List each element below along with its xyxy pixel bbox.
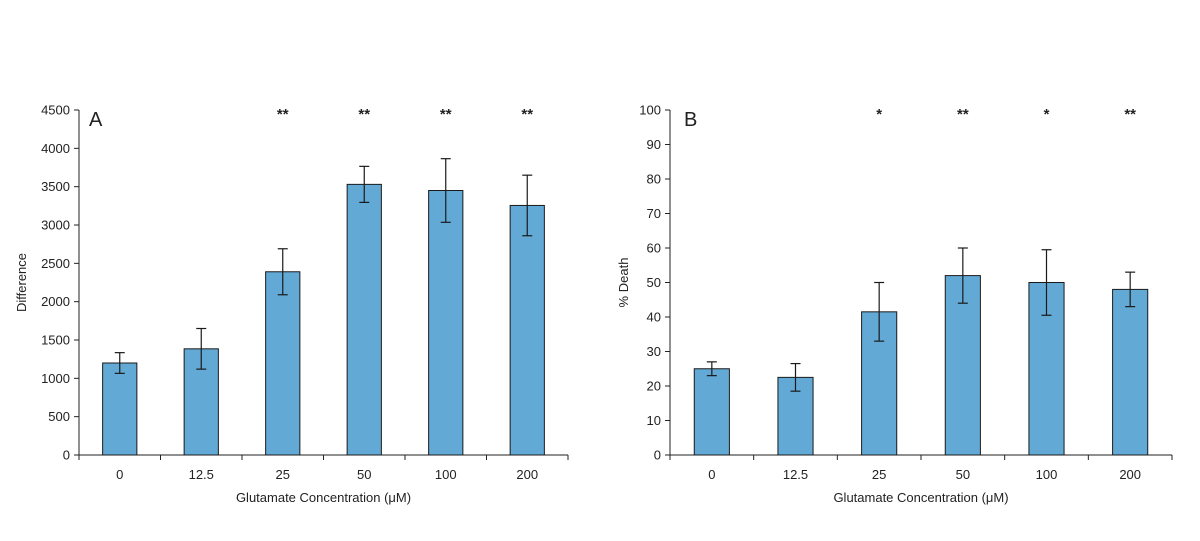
panel-b-significance-marker: * (1044, 106, 1050, 123)
panel-a-y-tick-label: 0 (63, 448, 70, 463)
panel-a-y-tick-label: 3000 (41, 218, 70, 233)
panel-a-y-tick-label: 500 (48, 409, 70, 424)
panel-a-x-tick-label: 200 (516, 467, 538, 482)
panel-b-significance-marker: * (876, 106, 882, 123)
panel-a-y-axis-title: Difference (14, 253, 29, 312)
panel-b-significance-marker: ** (1124, 106, 1136, 123)
panel-b-y-tick-label: 10 (647, 413, 661, 428)
panel-b-x-tick-label: 100 (1036, 467, 1058, 482)
panel-b-y-tick-label: 80 (647, 172, 661, 187)
panel-b-y-tick-label: 20 (647, 379, 661, 394)
panel-a-bar (509, 204, 545, 456)
panel-a-y-tick-label: 4500 (41, 103, 70, 118)
panel-a-label: A (89, 109, 103, 131)
panel-a-significance-marker: ** (521, 106, 533, 123)
panel-b-x-tick-label: 0 (708, 467, 715, 482)
panel-b-y-tick-label: 50 (647, 275, 661, 290)
panel-b-y-tick-label: 70 (647, 206, 661, 221)
panel-b-y-tick-label: 100 (639, 103, 661, 118)
panel-b-y-tick-label: 0 (654, 448, 661, 463)
panel-a-x-tick-label: 50 (357, 467, 371, 482)
panel-b-y-tick-label: 40 (647, 310, 661, 325)
panel-a-bar (428, 190, 464, 456)
panel-b-y-tick-label: 60 (647, 241, 661, 256)
panel-b-significance-marker: ** (957, 106, 969, 123)
panel-a-x-tick-label: 100 (435, 467, 457, 482)
panel-b-x-axis-title: Glutamate Concentration (μM) (833, 490, 1008, 505)
panel-b-x-tick-label: 50 (956, 467, 970, 482)
panel-b-bar (944, 275, 981, 456)
panel-b-x-tick-label: 200 (1119, 467, 1141, 482)
panel-b-y-axis-title: % Death (616, 258, 631, 308)
panel-a-x-tick-label: 0 (116, 467, 123, 482)
panel-b-bar (1112, 288, 1149, 456)
panel-a-y-tick-label: 2500 (41, 256, 70, 271)
panel-b-y-tick-label: 30 (647, 344, 661, 359)
panel-a-y-tick-label: 2000 (41, 294, 70, 309)
panel-a-bar (346, 183, 382, 456)
panel-a-significance-marker: ** (277, 106, 289, 123)
panel-a-y-tick-label: 3500 (41, 179, 70, 194)
panel-b-label: B (684, 109, 697, 131)
panel-a-significance-marker: ** (440, 106, 452, 123)
panel-a-y-tick-label: 4000 (41, 141, 70, 156)
panel-b-x-tick-label: 12.5 (783, 467, 808, 482)
panel-b-y-tick-label: 90 (647, 137, 661, 152)
panel-a-y-tick-label: 1000 (41, 371, 70, 386)
panel-a-bar (102, 362, 138, 456)
panel-a-x-tick-label: 25 (276, 467, 290, 482)
panel-b-x-tick-label: 25 (872, 467, 886, 482)
panel-a-y-tick-label: 1500 (41, 333, 70, 348)
panel-a-bar (265, 271, 301, 456)
panel-a-significance-marker: ** (358, 106, 370, 123)
panel-a-x-tick-label: 12.5 (189, 467, 214, 482)
panel-b-bar (693, 368, 730, 456)
panel-a-x-axis-title: Glutamate Concentration (μM) (236, 490, 411, 505)
